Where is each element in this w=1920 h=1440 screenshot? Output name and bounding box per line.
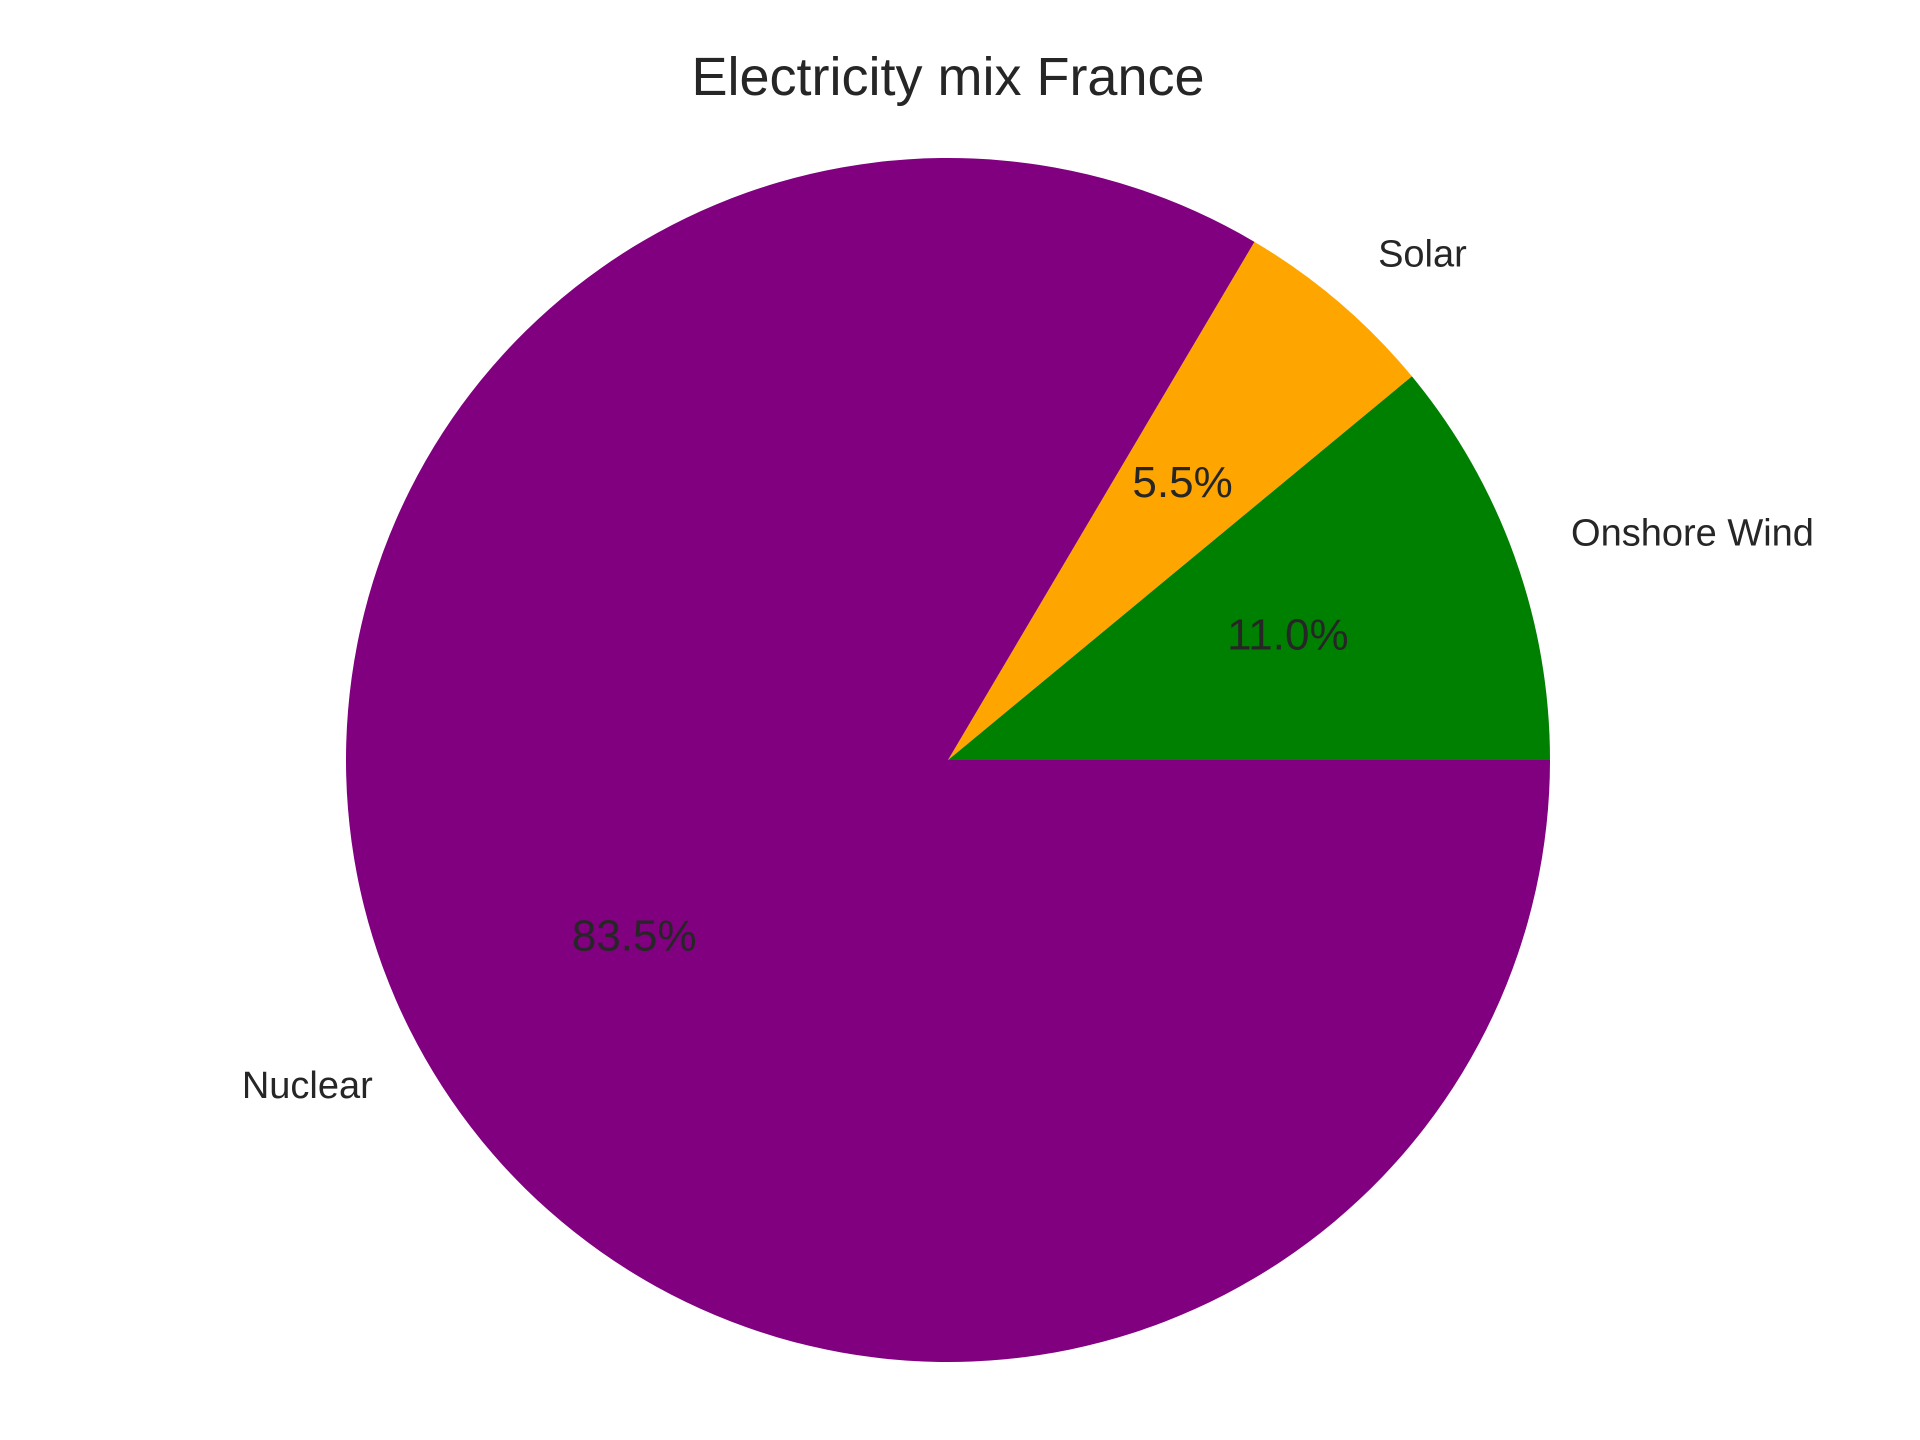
chart-title: Electricity mix France [691, 47, 1204, 107]
pie-slices [345, 157, 1550, 1362]
percent-label-nuclear: 83.5% [572, 912, 697, 961]
pie-slice-solar [948, 241, 1412, 760]
percent-label-onshore-wind: 11.0% [1227, 610, 1349, 659]
slice-label-onshore-wind: Onshore Wind [1571, 513, 1814, 555]
slice-label-nuclear: Nuclear [242, 1065, 373, 1107]
pie-slice-onshore-wind [948, 376, 1550, 760]
slice-label-solar: Solar [1378, 233, 1467, 275]
slice-labels: Onshore Wind Solar Nuclear [242, 233, 1814, 1107]
pie-slice-nuclear [345, 157, 1550, 1362]
percent-label-solar: 5.5% [1132, 458, 1232, 507]
percent-labels: 11.0% 5.5% 83.5% [572, 458, 1349, 961]
